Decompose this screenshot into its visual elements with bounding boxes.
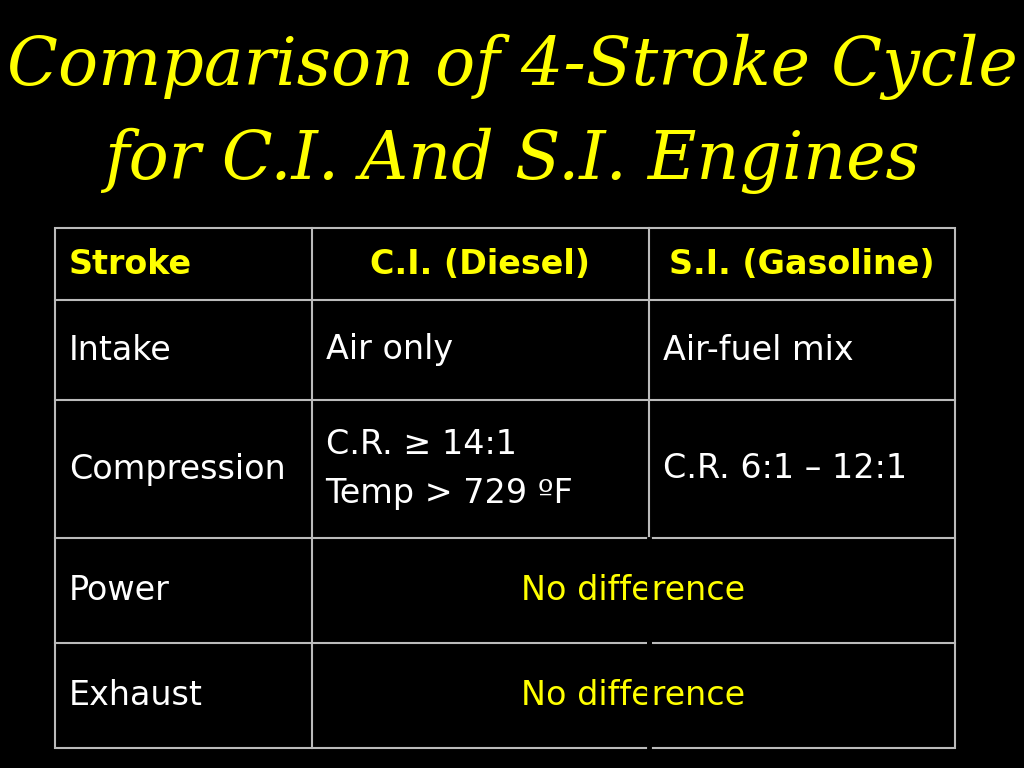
Text: S.I. (Gasoline): S.I. (Gasoline) bbox=[670, 247, 935, 280]
Text: C.R. ≥ 14:1
Temp > 729 ºF: C.R. ≥ 14:1 Temp > 729 ºF bbox=[326, 429, 573, 510]
Text: Air-fuel mix: Air-fuel mix bbox=[663, 333, 854, 366]
Text: Compression: Compression bbox=[69, 452, 286, 485]
Text: C.I. (Diesel): C.I. (Diesel) bbox=[371, 247, 590, 280]
Text: Stroke: Stroke bbox=[69, 247, 193, 280]
Text: Power: Power bbox=[69, 574, 170, 607]
Text: No difference: No difference bbox=[521, 574, 745, 607]
Bar bbox=[55, 228, 955, 748]
Text: No difference: No difference bbox=[521, 679, 745, 712]
Text: Air only: Air only bbox=[326, 333, 453, 366]
Text: Intake: Intake bbox=[69, 333, 172, 366]
Text: Exhaust: Exhaust bbox=[69, 679, 203, 712]
Text: C.R. 6:1 – 12:1: C.R. 6:1 – 12:1 bbox=[663, 452, 907, 485]
Text: Comparison of 4-Stroke Cycle
for C.I. And S.I. Engines: Comparison of 4-Stroke Cycle for C.I. An… bbox=[6, 34, 1018, 194]
